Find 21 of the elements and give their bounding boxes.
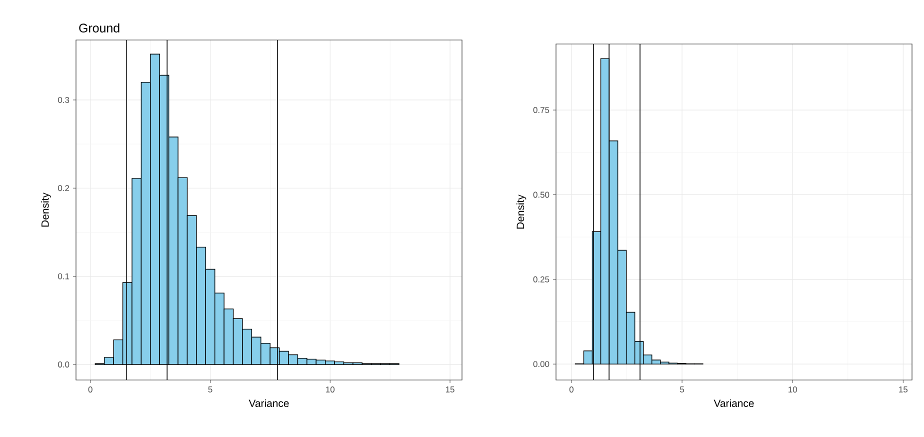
- x-axis-title: Variance: [714, 399, 754, 408]
- y-axis-title: Density: [41, 192, 51, 227]
- y-tick-label: 0.1: [58, 273, 70, 280]
- x-tick-label: 10: [788, 386, 797, 392]
- x-tick-label: 15: [899, 386, 908, 392]
- y-tick-label: 0.50: [533, 192, 550, 198]
- x-tick-label: 5: [680, 386, 684, 392]
- y-tick-label: 0.0: [58, 361, 70, 368]
- chart-title: Ground: [79, 23, 120, 32]
- x-tick-label: 15: [446, 386, 454, 392]
- x-axis-title: Variance: [248, 399, 289, 408]
- x-tick-label: 5: [208, 386, 212, 392]
- y-tick-label: 0.2: [58, 185, 70, 192]
- x-tick-label: 10: [326, 386, 335, 392]
- y-tick-label: 0.3: [58, 96, 70, 103]
- x-tick-label: 0: [88, 386, 92, 392]
- y-tick-label: 0.00: [533, 361, 550, 368]
- y-axis-title: Density: [516, 194, 526, 229]
- y-tick-label: 0.25: [533, 276, 550, 282]
- y-tick-label: 0.75: [533, 107, 550, 114]
- x-tick-label: 0: [569, 386, 574, 392]
